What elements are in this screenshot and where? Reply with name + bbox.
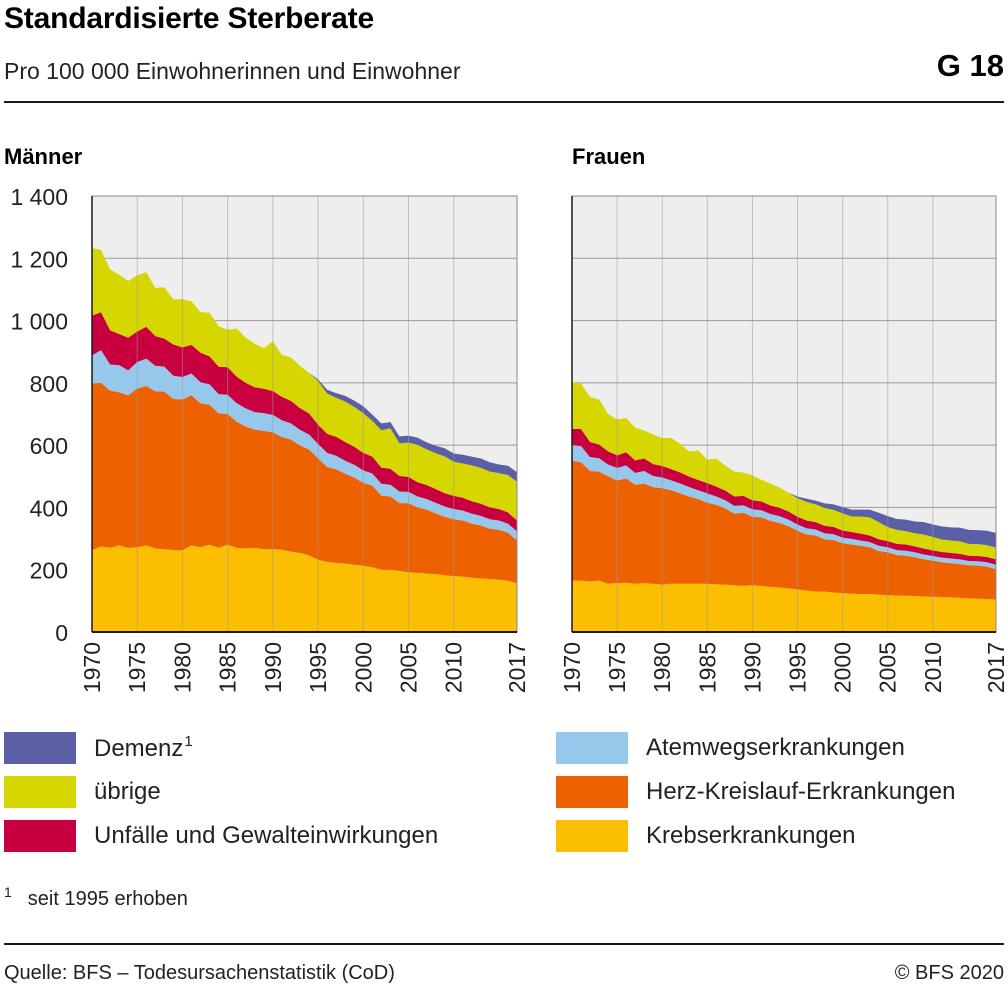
area-herz-frauen xyxy=(572,460,996,600)
area-krebs-frauen xyxy=(572,580,996,632)
legend-item-herz: Herz-Kreislauf-Erkrankungen xyxy=(556,775,955,809)
legend-label-uebrige: übrige xyxy=(94,778,161,805)
footnote-text: seit 1995 erhoben xyxy=(27,888,188,910)
chart-frauen: 1970 1975 1980 1985 1990 1995 2000 2005 2010 2017 xyxy=(559,195,1008,693)
x-tick-label-frauen: 1995 xyxy=(785,642,811,693)
area-krebs-maenner xyxy=(92,544,517,632)
graphic-number: G 18 xyxy=(936,48,1004,83)
panel-title-frauen: Frauen xyxy=(572,144,646,169)
legend-item-unfaelle: Unfälle und Gewalteinwirkungen xyxy=(4,819,438,853)
x-tick-label-frauen: 1980 xyxy=(649,642,675,693)
legend-item-uebrige: übrige xyxy=(4,775,161,809)
y-tick-label: 200 xyxy=(30,558,68,584)
y-tick-label: 1 400 xyxy=(10,184,68,210)
charts-canvas: 0 200 400 600 800 1 000 1 200 1 400 1970 1975 1980… xyxy=(10,184,1008,693)
legend-superscript-demenz: 1 xyxy=(184,733,193,750)
x-tick-label-frauen: 2005 xyxy=(875,642,901,693)
x-tick-label-frauen: 2010 xyxy=(920,642,946,693)
x-tick-label-frauen: 1985 xyxy=(694,642,720,693)
area-uebrige-frauen xyxy=(572,382,996,560)
x-tick-label-maenner: 1970 xyxy=(79,642,105,693)
legend-swatch-herz xyxy=(556,776,628,808)
legend-label-krebs: Krebserkrankungen xyxy=(646,822,856,849)
chart-subtitle: Pro 100 000 Einwohnerinnen und Einwohner xyxy=(4,58,461,84)
legend-swatch-krebs xyxy=(556,820,628,852)
x-tick-label-frauen: 1975 xyxy=(604,642,630,693)
x-tick-label-maenner: 2017 xyxy=(504,642,530,693)
x-tick-label-maenner: 1990 xyxy=(260,642,286,693)
legend-item-demenz: Demenz1 xyxy=(4,731,193,765)
x-tick-label-frauen: 2000 xyxy=(830,642,856,693)
y-tick-label: 1 000 xyxy=(10,309,68,335)
area-demenz-maenner xyxy=(92,248,517,482)
legend-swatch-atemweg xyxy=(556,732,628,764)
y-tick-label: 800 xyxy=(30,371,68,397)
chart-maenner: 0 200 400 600 800 1 000 1 200 1 400 1970 1975 1980… xyxy=(10,184,530,693)
legend-swatch-uebrige xyxy=(4,776,76,808)
y-tick-label: 1 200 xyxy=(10,246,68,272)
y-tick-label: 400 xyxy=(30,495,68,521)
x-tick-label-frauen: 1990 xyxy=(739,642,765,693)
y-tick-label: 0 xyxy=(55,620,68,646)
x-tick-label-maenner: 1985 xyxy=(215,642,241,693)
chart-title: Standardisierte Sterberate xyxy=(4,2,374,35)
x-tick-label-maenner: 1980 xyxy=(169,642,195,693)
legend-swatch-demenz xyxy=(4,732,76,764)
legend-label-unfaelle: Unfälle und Gewalteinwirkungen xyxy=(94,822,439,849)
source-note: Quelle: BFS – Todesursachenstatistik (Co… xyxy=(4,962,395,984)
x-tick-label-frauen: 2017 xyxy=(983,642,1008,693)
panel-title-maenner: Männer xyxy=(4,144,83,169)
x-tick-label-maenner: 1995 xyxy=(305,642,331,693)
legend-item-krebs: Krebserkrankungen xyxy=(556,819,855,853)
area-uebrige-maenner xyxy=(92,248,517,521)
x-tick-label-maenner: 2000 xyxy=(350,642,376,693)
area-herz-maenner xyxy=(92,382,517,584)
copyright: © BFS 2020 xyxy=(894,962,1004,984)
x-tick-label-maenner: 2005 xyxy=(395,642,421,693)
area-demenz-frauen xyxy=(572,382,996,548)
area-atemweg-maenner xyxy=(92,350,517,541)
footer-rule xyxy=(4,943,1004,945)
legend-swatch-unfaelle xyxy=(4,820,76,852)
legend-item-atemweg: Atemwegserkrankungen xyxy=(556,731,905,765)
x-tick-label-maenner: 2010 xyxy=(441,642,467,693)
legend-label-atemweg: Atemwegserkrankungen xyxy=(646,734,905,761)
footnote-marker: 1 xyxy=(4,884,12,900)
x-tick-label-frauen: 1970 xyxy=(559,642,585,693)
legend-label-herz: Herz-Kreislauf-Erkrankungen xyxy=(646,778,956,805)
x-tick-label-maenner: 1975 xyxy=(124,642,150,693)
area-unfaelle-maenner xyxy=(92,312,517,532)
footnote: 1 seit 1995 erhoben xyxy=(4,884,188,911)
legend-label-demenz: Demenz xyxy=(94,735,184,762)
y-tick-label: 600 xyxy=(30,433,68,459)
header-rule xyxy=(4,101,1004,103)
